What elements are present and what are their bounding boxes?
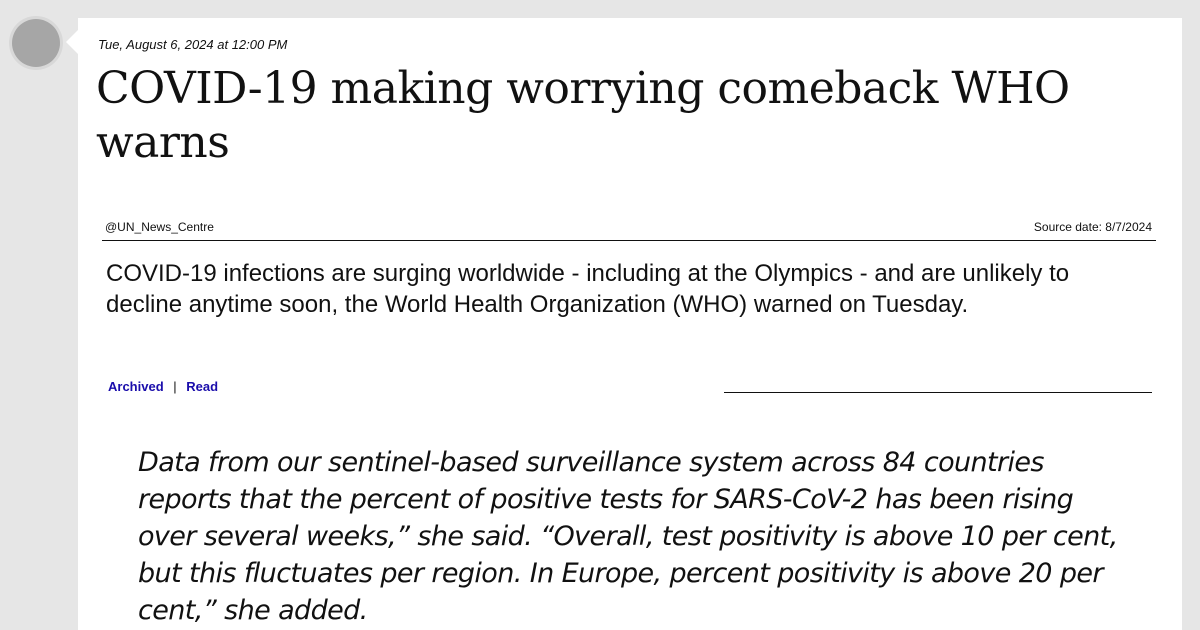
news-card: Tue, August 6, 2024 at 12:00 PM COVID-19… xyxy=(78,18,1182,630)
action-separator: | xyxy=(173,379,177,394)
avatar[interactable] xyxy=(12,19,60,67)
archived-link[interactable]: Archived xyxy=(108,379,164,394)
read-link[interactable]: Read xyxy=(186,379,219,394)
action-divider xyxy=(724,392,1152,393)
source-date: Source date: 8/7/2024 xyxy=(1033,220,1152,234)
card-pointer xyxy=(66,30,78,54)
post-timestamp: Tue, August 6, 2024 at 12:00 PM xyxy=(98,37,288,52)
action-links: Archived | Read xyxy=(108,379,218,394)
quote-text: Data from our sentinel-based surveillanc… xyxy=(138,447,1118,626)
summary-text: COVID-19 infections are surging worldwid… xyxy=(106,260,1070,318)
meta-divider xyxy=(102,240,1156,241)
source-handle: @UN_News_Centre xyxy=(105,220,214,234)
headline: COVID-19 making worrying comeback WHO wa… xyxy=(96,63,1070,168)
